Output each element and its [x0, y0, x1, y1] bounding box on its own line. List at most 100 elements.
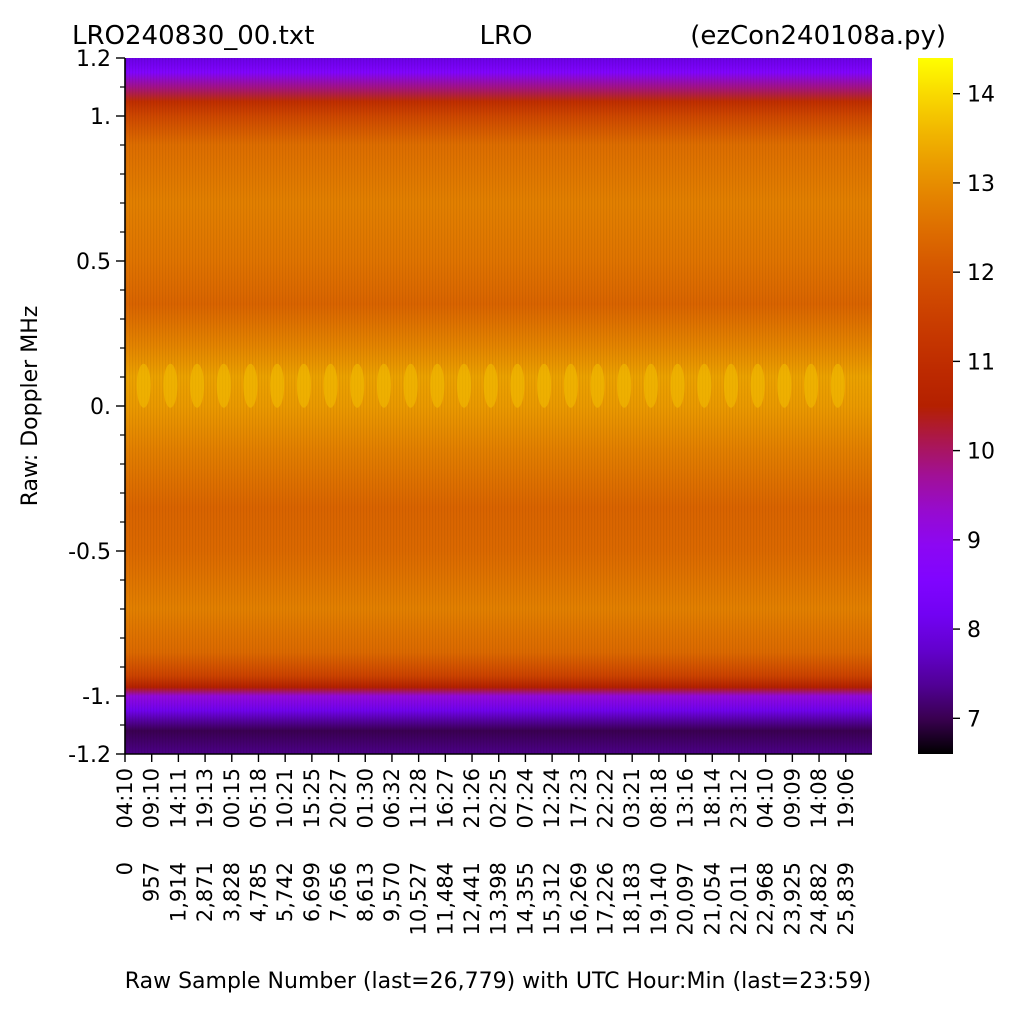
y-tick-label: -1.2 [68, 743, 111, 768]
x-tick-sample-label: 7,656 [327, 862, 351, 922]
x-tick-time-label: 11:28 [407, 768, 431, 829]
bright-spot [483, 363, 498, 408]
x-tick-time-label: 20:27 [327, 768, 351, 829]
x-tick-time-label: 08:18 [647, 768, 671, 829]
x-tick-sample-label: 23,925 [780, 862, 804, 935]
y-tick-label: 1.2 [76, 47, 111, 72]
x-tick-time-label: 21:26 [460, 768, 484, 829]
title-right: (ezCon240108a.py) [690, 21, 946, 51]
bright-spot [457, 363, 472, 408]
x-tick-time-label: 01:30 [353, 768, 377, 829]
y-tick-label: 1. [90, 105, 111, 130]
x-tick-sample-label: 16,269 [567, 862, 591, 935]
colorbar-tick-label: 10 [967, 440, 995, 465]
bright-spot [670, 363, 685, 408]
x-tick-sample-label: 19,140 [647, 862, 671, 935]
x-tick-time-label: 04:10 [754, 768, 778, 829]
y-tick-label: -0.5 [68, 540, 111, 565]
x-tick-time-label: 10:21 [273, 768, 297, 829]
colorbar: 7 8 9 10 11 12 13 14 [918, 58, 995, 754]
x-tick-sample-label: 1,914 [166, 862, 190, 922]
x-tick-time-label: 13:16 [674, 768, 698, 829]
x-tick-time-label: 09:10 [140, 768, 164, 829]
x-tick-sample-label: 24,882 [807, 862, 831, 935]
x-tick-time-label: 09:09 [780, 768, 804, 829]
x-tick-sample-label: 10,527 [407, 862, 431, 935]
bright-spot [537, 363, 552, 408]
bright-spot [830, 363, 845, 408]
bright-spot [350, 363, 365, 408]
bright-spot [376, 363, 391, 408]
x-tick-time-label: 18:14 [700, 768, 724, 829]
x-tick-sample-label: 5,742 [273, 862, 297, 922]
bright-spot [750, 363, 765, 408]
bright-spot [804, 363, 819, 408]
heatmap-bright-spots [136, 363, 845, 408]
colorbar-tick-label: 7 [967, 707, 981, 732]
x-tick-sample-label: 25,839 [834, 862, 858, 935]
y-tick-label: 0.5 [76, 250, 111, 275]
x-tick-sample-label: 20,097 [674, 862, 698, 935]
x-tick-time-label: 19:13 [193, 768, 217, 829]
x-tick-sample-label: 12,441 [460, 862, 484, 935]
colorbar-scale [918, 58, 953, 754]
colorbar-tick-label: 14 [967, 83, 995, 108]
x-tick-sample-label: 22,011 [727, 862, 751, 935]
bright-spot [723, 363, 738, 408]
x-tick-time-label: 14:11 [166, 768, 190, 829]
x-axis: 04:10 0 09:10 957 14:11 1,914 19:13 2,871 00:15 3… [113, 753, 872, 935]
x-tick-time-label: 00:15 [220, 768, 244, 829]
x-tick-time-label: 03:21 [620, 768, 644, 829]
bright-spot [617, 363, 632, 408]
x-tick-sample-label: 957 [140, 862, 164, 902]
bright-spot [563, 363, 578, 408]
y-axis-label: Raw: Doppler MHz [18, 306, 43, 507]
x-tick-sample-label: 0 [113, 862, 137, 875]
x-tick-sample-label: 18,183 [620, 862, 644, 935]
x-tick-time-label: 16:27 [433, 768, 457, 829]
bright-spot [163, 363, 178, 408]
x-tick-sample-label: 21,054 [700, 862, 724, 935]
colorbar-tick-label: 12 [967, 261, 995, 286]
bright-spot [430, 363, 445, 408]
colorbar-ticks: 7 8 9 10 11 12 13 14 [953, 83, 995, 732]
x-tick-sample-label: 6,699 [300, 862, 324, 922]
colorbar-tick-label: 11 [967, 350, 995, 375]
title-center: LRO [479, 21, 532, 51]
bright-spot [323, 363, 338, 408]
colorbar-tick-label: 13 [967, 172, 995, 197]
x-tick-sample-label: 11,484 [433, 862, 457, 935]
x-tick-time-label: 04:10 [113, 768, 137, 829]
bright-spot [243, 363, 258, 408]
bright-spot [270, 363, 285, 408]
x-tick-sample-label: 22,968 [754, 862, 778, 935]
bright-spot [643, 363, 658, 408]
bright-spot [190, 363, 205, 408]
title-left: LRO240830_00.txt [72, 21, 314, 51]
colorbar-tick-label: 9 [967, 529, 981, 554]
x-tick-sample-label: 4,785 [246, 862, 270, 922]
x-tick-sample-label: 3,828 [220, 862, 244, 922]
x-tick-sample-label: 14,355 [513, 862, 537, 935]
x-tick-time-label: 15:25 [300, 768, 324, 829]
bright-spot [136, 363, 151, 408]
x-tick-sample-label: 13,398 [487, 862, 511, 935]
x-tick-time-label: 23:12 [727, 768, 751, 829]
x-tick-sample-label: 17,226 [594, 862, 618, 935]
x-tick-time-label: 05:18 [246, 768, 270, 829]
bright-spot [697, 363, 712, 408]
x-tick-time-label: 06:32 [380, 768, 404, 829]
colorbar-tick-label: 8 [967, 618, 981, 643]
bright-spot [777, 363, 792, 408]
bright-spot [296, 363, 311, 408]
x-tick-sample-label: 15,312 [540, 862, 564, 935]
bright-spot [216, 363, 231, 408]
x-tick-time-label: 12:24 [540, 768, 564, 829]
bright-spot [403, 363, 418, 408]
y-axis: 1.2 1. 0.5 0. -0.5 -1. -1.2 [68, 47, 126, 768]
x-tick-sample-label: 2,871 [193, 862, 217, 922]
x-axis-label: Raw Sample Number (last=26,779) with UTC… [125, 969, 871, 994]
bright-spot [590, 363, 605, 408]
x-tick-sample-label: 9,570 [380, 862, 404, 922]
